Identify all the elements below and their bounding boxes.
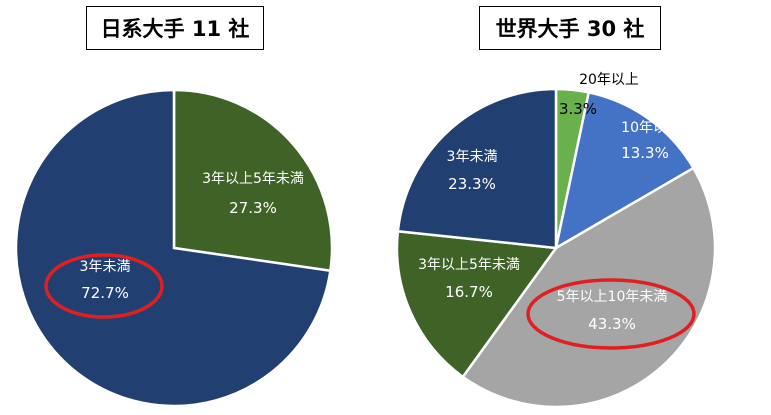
- left-chart-title: 日系大手 11 社: [86, 6, 264, 50]
- left-slice-value-1: 72.7%: [81, 284, 129, 302]
- right-slice-label-3: 3年以上5年未満: [418, 257, 520, 273]
- right-slice-label-0: 20年以上: [579, 72, 639, 88]
- right-slice-label-4: 3年未満: [447, 149, 498, 165]
- right-slice-value-2: 43.3%: [588, 315, 636, 333]
- left-slice-value-0: 27.3%: [229, 199, 277, 217]
- right-slice-label-2: 5年以上10年未満: [557, 289, 668, 305]
- left-highlight-ellipse: [44, 253, 164, 319]
- right-pie-slice-2: [461, 166, 717, 409]
- right-pie-slice-3: [395, 229, 559, 379]
- right-chart-title: 世界大手 30 社: [479, 6, 661, 50]
- left-pie-slice-1: [14, 88, 332, 408]
- left-slice-label-0: 3年以上5年未満: [202, 171, 304, 187]
- right-slice-value-4: 23.3%: [448, 175, 496, 193]
- right-pie-slice-1: [554, 90, 696, 251]
- right-slice-value-1: 13.3%: [621, 144, 669, 162]
- right-slice-label-1: 10年以上20年未満: [621, 120, 741, 136]
- left-pie-slice-0: [172, 88, 334, 273]
- right-slice-value-0: 3.3%: [559, 100, 597, 118]
- right-slice-value-3: 16.7%: [445, 283, 493, 301]
- right-highlight-ellipse: [526, 278, 696, 350]
- right-pie-slice-4: [396, 87, 558, 250]
- left-slice-label-1: 3年未満: [80, 259, 131, 275]
